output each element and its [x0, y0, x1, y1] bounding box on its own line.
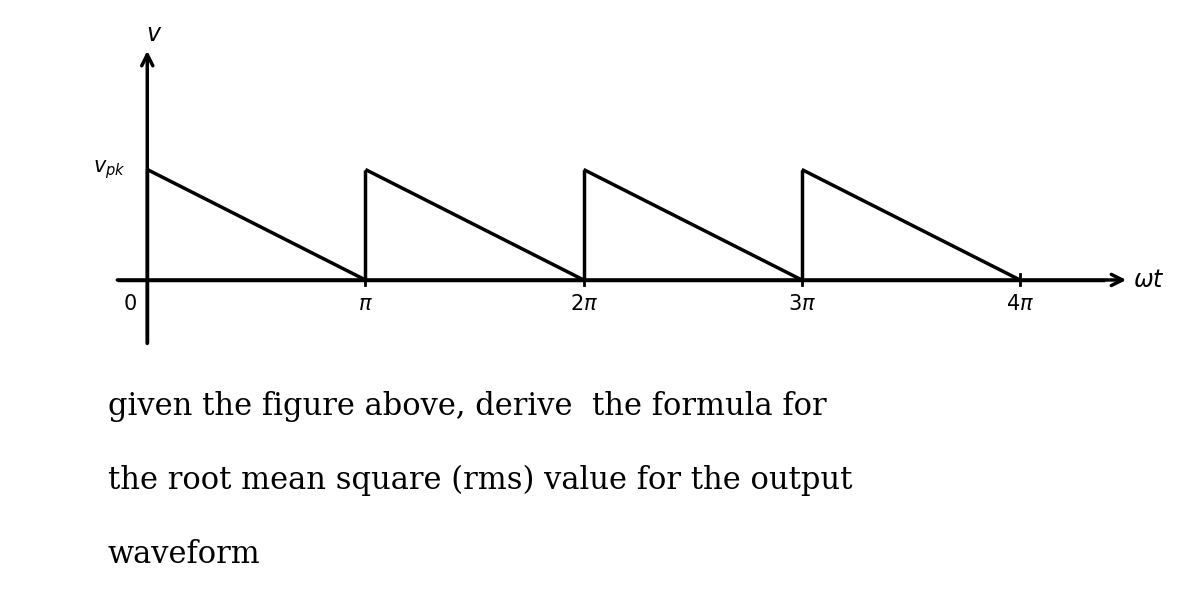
Text: $v_{pk}$: $v_{pk}$ — [92, 158, 126, 181]
Text: $v$: $v$ — [145, 22, 162, 46]
Text: the root mean square (rms) value for the output: the root mean square (rms) value for the… — [108, 465, 852, 496]
Text: $2π$: $2π$ — [570, 294, 598, 314]
Text: $4π$: $4π$ — [1006, 294, 1034, 314]
Text: given the figure above, derive  the formula for: given the figure above, derive the formu… — [108, 391, 827, 422]
Text: waveform: waveform — [108, 539, 260, 570]
Text: $\omega t$: $\omega t$ — [1134, 268, 1165, 292]
Text: $π$: $π$ — [358, 294, 373, 314]
Text: $3π$: $3π$ — [787, 294, 816, 314]
Text: 0: 0 — [124, 294, 137, 314]
